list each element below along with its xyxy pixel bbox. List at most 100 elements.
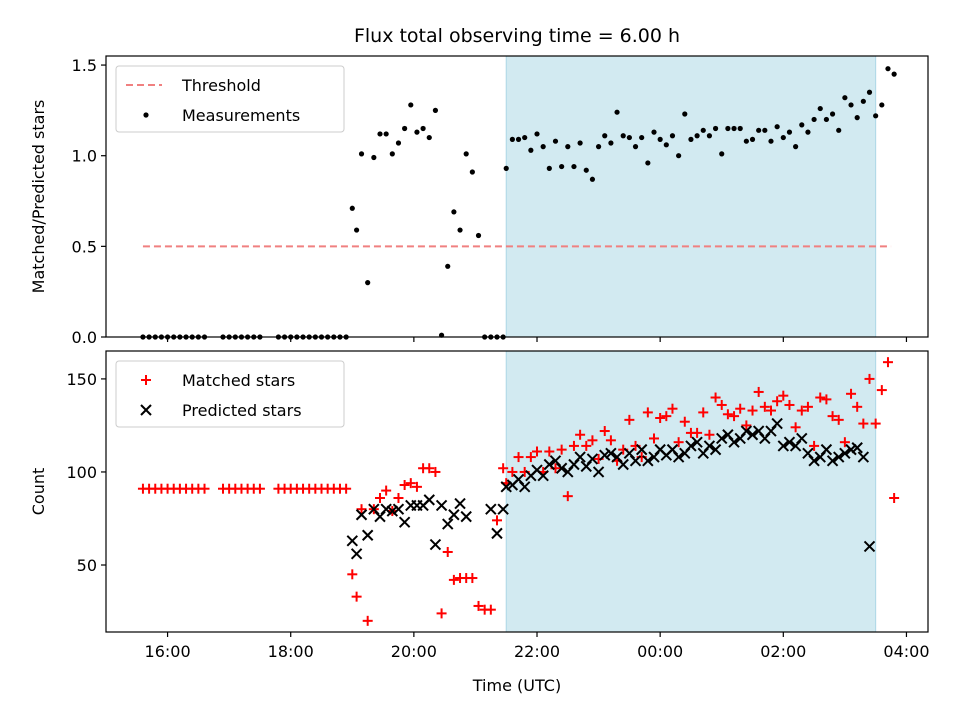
x-tick-label: 04:00 bbox=[883, 642, 929, 661]
data-point bbox=[389, 151, 395, 157]
data-point bbox=[586, 453, 599, 465]
data-point bbox=[491, 527, 503, 540]
data-point bbox=[617, 458, 629, 471]
data-point bbox=[885, 66, 891, 72]
data-point bbox=[581, 440, 592, 451]
data-point bbox=[463, 151, 469, 157]
axes-frame bbox=[105, 55, 929, 338]
data-point bbox=[704, 429, 715, 440]
data-point bbox=[891, 71, 897, 77]
ratio-panel: 0.0 0.5 1.0 1.5 Matched/Predicted stars Thres… bbox=[29, 55, 929, 347]
data-point bbox=[626, 134, 632, 141]
data-point bbox=[534, 131, 540, 137]
data-point bbox=[808, 455, 820, 467]
data-point bbox=[599, 426, 610, 437]
data-point bbox=[768, 138, 774, 144]
data-point bbox=[354, 227, 360, 233]
data-point bbox=[361, 529, 374, 541]
data-point bbox=[605, 447, 617, 460]
count-panel: 50 100 150 16:00 18:00 20:00 22:00 00:00 02:00 04… bbox=[29, 350, 930, 661]
data-point bbox=[392, 503, 405, 515]
data-point bbox=[692, 427, 703, 438]
x-tick-label: 16:00 bbox=[145, 642, 191, 661]
data-point bbox=[377, 131, 383, 137]
data-point bbox=[350, 548, 363, 560]
data-point bbox=[429, 538, 442, 551]
data-point bbox=[836, 127, 842, 133]
data-point bbox=[583, 167, 589, 173]
data-point bbox=[765, 405, 776, 416]
data-point bbox=[574, 451, 586, 463]
data-point bbox=[703, 440, 716, 452]
data-point bbox=[858, 418, 869, 429]
data-point bbox=[442, 518, 454, 530]
data-point bbox=[741, 420, 752, 431]
data-point bbox=[722, 409, 733, 420]
data-point bbox=[356, 504, 367, 515]
data-point bbox=[642, 455, 654, 467]
data-point bbox=[432, 107, 439, 113]
data-point bbox=[349, 205, 355, 211]
data-point bbox=[544, 446, 555, 457]
legend-entry: Matched stars bbox=[141, 371, 295, 390]
data-point bbox=[393, 493, 404, 504]
data-point bbox=[740, 425, 753, 437]
data-point bbox=[608, 140, 614, 146]
data-point bbox=[562, 491, 573, 502]
data-point bbox=[685, 440, 697, 452]
data-point bbox=[448, 509, 460, 521]
y-tick-label: 0.0 bbox=[72, 328, 97, 347]
data-point bbox=[725, 125, 731, 132]
data-point bbox=[399, 479, 410, 490]
data-point bbox=[747, 405, 758, 416]
data-point bbox=[826, 455, 839, 467]
data-point bbox=[575, 429, 586, 440]
legend-entry: Predicted stars bbox=[140, 401, 302, 420]
data-point bbox=[879, 102, 885, 108]
x-tick-label: 02:00 bbox=[760, 642, 806, 661]
data-point bbox=[642, 407, 653, 418]
data-point bbox=[655, 412, 666, 423]
data-point bbox=[777, 440, 790, 452]
data-point bbox=[817, 105, 823, 112]
data-point bbox=[673, 437, 684, 448]
axes-frame bbox=[105, 350, 929, 633]
data-point bbox=[254, 483, 265, 494]
data-point bbox=[676, 153, 682, 159]
data-point bbox=[358, 151, 365, 157]
data-point bbox=[442, 546, 453, 557]
data-point bbox=[639, 134, 645, 141]
y-tick-label: 1.5 bbox=[72, 56, 97, 75]
data-point bbox=[669, 133, 676, 139]
data-point bbox=[543, 458, 556, 471]
data-point bbox=[405, 478, 416, 489]
data-point bbox=[851, 442, 863, 454]
data-point bbox=[346, 535, 358, 547]
y-tick-label: 50 bbox=[77, 556, 97, 575]
data-point bbox=[383, 131, 389, 137]
data-point bbox=[729, 411, 740, 422]
data-point bbox=[842, 95, 848, 101]
data-point bbox=[790, 422, 801, 433]
data-point bbox=[735, 403, 746, 414]
data-point bbox=[716, 432, 728, 445]
data-point bbox=[528, 147, 534, 153]
data-point bbox=[866, 89, 873, 95]
data-point bbox=[411, 481, 422, 492]
data-point bbox=[833, 451, 845, 463]
data-point bbox=[445, 263, 451, 269]
data-point bbox=[341, 483, 352, 494]
data-point bbox=[645, 160, 651, 166]
data-point bbox=[624, 414, 635, 425]
data-point bbox=[870, 418, 881, 429]
data-point bbox=[649, 433, 659, 444]
data-point bbox=[799, 122, 805, 128]
data-point bbox=[882, 357, 893, 368]
data-point bbox=[347, 569, 358, 580]
data-point bbox=[793, 144, 799, 150]
data-point bbox=[614, 109, 620, 115]
data-point bbox=[712, 125, 719, 132]
series-predicted-stars bbox=[346, 417, 876, 560]
legend-dot-swatch bbox=[143, 112, 149, 118]
data-point bbox=[786, 129, 793, 135]
